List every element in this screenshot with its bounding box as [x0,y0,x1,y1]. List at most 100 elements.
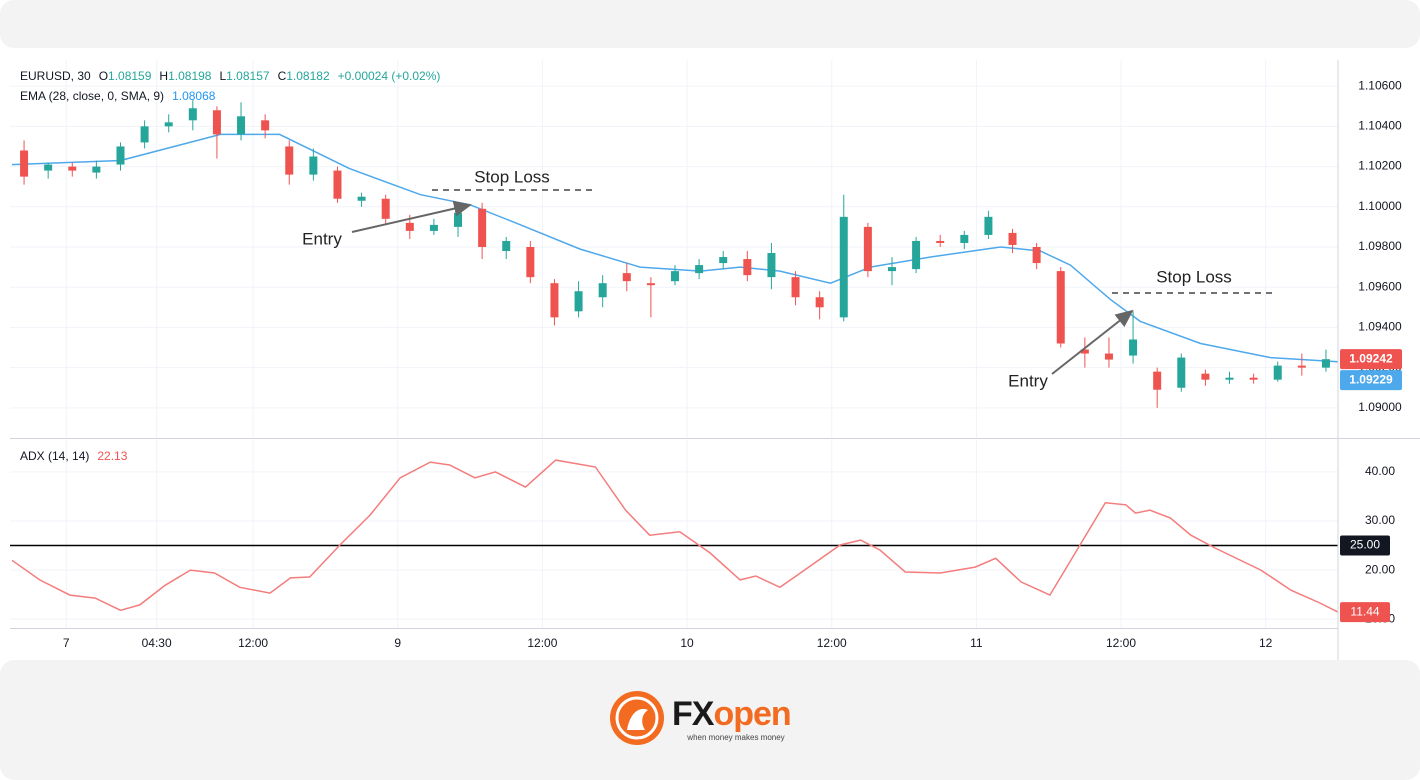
candle-body [671,271,679,282]
indicator-line [11,133,1339,363]
candle-body [164,122,173,127]
candle-body [743,259,752,276]
y-tick-label: 1.09400 [1358,320,1402,334]
bottom-band [0,660,1420,780]
price-tag-label: 1.09229 [1349,372,1393,386]
candle-body [502,240,511,252]
candle-body [405,222,414,231]
candle-body [695,265,704,274]
brand-logo: FXopen when money makes money [610,691,792,745]
legend-line: EURUSD, 30 O1.08159 H1.08198 L1.08157 C1.081… [20,69,440,83]
candle-body [1080,349,1089,354]
adx-value: 22.13 [97,449,127,463]
candle-body [863,226,872,272]
plot [10,100,1339,613]
ohlc-value: 1.08182 [286,69,330,83]
indicator-line [11,459,1339,613]
candle-body [68,166,77,171]
price-tag [1340,370,1402,391]
y-tick-label: 1.10000 [1358,199,1402,213]
brand-tagline: when money makes money [686,733,784,742]
ohlc-value: 1.08198 [168,69,212,83]
candle-body [44,164,53,171]
candle-body [1297,365,1306,368]
x-tick-label: 04:30 [142,636,172,650]
ohlc-label: L [219,69,226,83]
y-tick-label: 1.09800 [1358,239,1402,253]
ohlc-value: 1.08159 [108,69,152,83]
y-tick-label: 1.09000 [1358,400,1402,414]
candle-body [622,273,631,282]
candle-body [1273,365,1282,380]
candle-body [261,120,270,131]
x-tick-label: 10 [680,636,694,650]
candle-body [960,234,969,243]
candle-body [574,291,583,312]
candle-body [285,146,294,175]
y-tick-label: 1.10600 [1358,78,1402,92]
brand-word: FX [672,695,715,733]
y-tick-label: 30.00 [1365,513,1395,527]
price-tag [1340,349,1402,370]
x-tick-label: 12 [1259,636,1273,650]
candle-body [454,212,463,227]
grid: 1.090001.092001.094001.096001.098001.100… [10,60,1402,650]
candle-body [188,108,197,121]
brand-name: FXopen [672,695,791,733]
ohlc-label: O [99,69,108,83]
candle-body [381,198,390,219]
candle-body [1056,271,1065,344]
candle-body [1321,359,1330,368]
candle-body [357,196,366,201]
stop-loss-label: Stop Loss [1156,267,1232,286]
top-band [0,0,1420,48]
adx-tag-label: 11.44 [1350,604,1379,618]
candle-body [936,240,945,243]
axis-tags: 1.09242 1.09229 25.00 11.44 [1340,349,1402,623]
candle-body [1032,246,1041,264]
y-tick-label: 20.00 [1365,562,1395,576]
adx-label: ADX (14, 14) [20,449,89,463]
symbol: EURUSD, 30 [20,69,91,83]
candle-body [1201,373,1210,380]
x-tick-label: 7 [63,636,70,650]
x-tick-label: 12:00 [817,636,847,650]
candle-body [1249,377,1258,380]
y-tick-label: 1.09600 [1358,279,1402,293]
ohlc-value: 1.08157 [226,69,270,83]
candle-body [1177,357,1186,388]
entry-arrow [1051,309,1134,375]
x-tick-label: 9 [394,636,401,650]
ema-legend: EMA (28, close, 0, SMA, 9) 1.08068 [20,89,216,103]
change: +0.00024 (+0.02%) [338,69,441,83]
x-tick-label: 12:00 [527,636,557,650]
candle-body [1104,353,1113,360]
x-tick-label: 12:00 [238,636,268,650]
candle-body [116,146,125,165]
candle-body [912,240,921,270]
y-tick-label: 1.10200 [1358,159,1402,173]
entry-label: Entry [1008,371,1048,390]
candle-body [1129,339,1138,356]
candle-body [140,126,149,143]
ohlc-label: H [159,69,168,83]
ema-value: 1.08068 [172,89,216,103]
adx-tag [1340,602,1390,623]
candle-body [767,253,776,278]
stop-loss-label: Stop Loss [474,167,550,186]
candle-body [429,224,438,231]
level-tag-label: 25.00 [1350,538,1380,552]
level-tag [1340,535,1390,556]
brand-word: open [713,695,790,733]
candle-body [333,170,342,199]
logo-icon-ring [615,696,659,740]
candle-body [598,283,607,298]
candle-body [550,283,559,318]
adx-legend: ADX (14, 14) 22.13 [20,449,128,463]
candle-body [1225,377,1234,380]
candle-body [984,216,993,235]
candle-body [839,216,848,318]
candle-body [309,156,318,175]
annotations: Stop Loss Entry Stop Loss Entry [302,167,1272,390]
